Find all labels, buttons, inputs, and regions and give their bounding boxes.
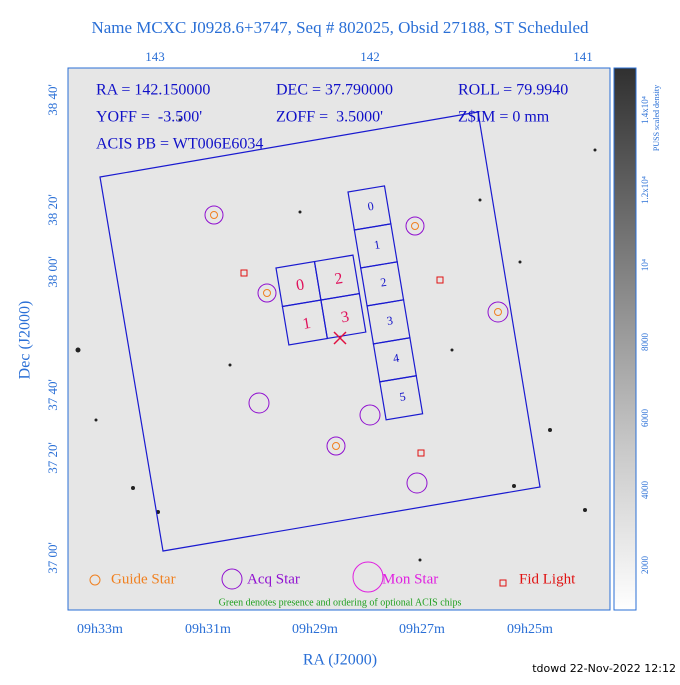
legend-fid: Fid Light	[519, 571, 576, 587]
legend-fid-icon	[499, 579, 507, 587]
chip-label: 2	[379, 275, 387, 290]
chip-label: 0	[367, 199, 375, 214]
tick-label: 09h25m	[507, 622, 553, 637]
bottom-axis: 09h33m 09h31m 09h29m 09h27m 09h25m	[77, 622, 553, 637]
colorbar-tick: 4000	[640, 481, 650, 500]
timestamp: tdowd 22-Nov-2022 12:12	[532, 662, 676, 675]
guide-stars	[204, 205, 509, 494]
tick-label: 142	[360, 49, 380, 64]
tick-label: 37 40'	[45, 379, 60, 411]
colorbar-label: PUSS scaled density	[652, 85, 661, 151]
fid-lights	[240, 269, 444, 457]
tick-label: 37 00'	[45, 542, 60, 574]
legend-mon-icon	[352, 561, 384, 593]
pointing-roll: ROLL = 79.9940	[458, 82, 568, 99]
pointing-zoff: ZOFF = 3.5000'	[276, 109, 383, 126]
chip-label: 3	[386, 313, 394, 328]
legend-guide: Guide Star	[111, 571, 176, 587]
left-axis: 38 40' 38 20' 38 00' 37 40' 37 20' 37 00…	[45, 84, 60, 574]
chip	[379, 375, 424, 421]
chip-label: 3	[340, 308, 351, 326]
chip	[320, 292, 367, 340]
chip-label: 0	[295, 276, 306, 294]
legend-acq: Acq Star	[247, 571, 300, 587]
pointing-dec: DEC = 37.790000	[276, 82, 393, 99]
tick-label: 38 00'	[45, 256, 60, 288]
chip-label: 1	[373, 237, 381, 252]
acis-s-array: 0 1 2 3 4 5	[347, 185, 424, 421]
pointing-pblock: ACIS PB = WT006E6034	[96, 136, 263, 153]
background-stars	[75, 118, 597, 562]
colorbar-axis: 2000 4000 6000 8000 10⁴ 1.2x10⁴ 1.4x10⁴ …	[640, 85, 661, 574]
legend-acq-icon	[221, 568, 243, 590]
chip-label: 1	[301, 315, 312, 333]
colorbar-tick: 6000	[640, 409, 650, 428]
pointing-ra: RA = 142.150000	[96, 82, 210, 99]
colorbar-tick: 1.2x10⁴	[640, 176, 650, 204]
aimpoint	[333, 331, 347, 345]
note: Green denotes presence and ordering of o…	[219, 597, 462, 608]
y-axis-label: Dec (J2000)	[17, 301, 34, 380]
tick-label: 38 20'	[45, 194, 60, 226]
pointing-zsim: Z$IM = 0 mm	[458, 109, 550, 126]
pointing-yoff: YOFF = -3.500'	[96, 109, 202, 126]
chip-label: 4	[392, 351, 400, 366]
x-axis-label: RA (J2000)	[303, 652, 377, 669]
tick-label: 09h27m	[399, 622, 445, 637]
legend-guide-icon	[89, 574, 101, 586]
tick-label: 141	[573, 49, 593, 64]
tick-label: 09h31m	[185, 622, 231, 637]
field-outline	[99, 111, 541, 552]
colorbar-tick: 10⁴	[640, 259, 650, 271]
tick-label: 09h33m	[77, 622, 123, 637]
top-axis: 143 142 141	[145, 49, 593, 64]
tick-label: 143	[145, 49, 165, 64]
colorbar-tick: 1.4x10⁴	[640, 96, 650, 124]
tick-label: 38 40'	[45, 84, 60, 116]
colorbar	[613, 67, 637, 611]
colorbar-tick: 2000	[640, 556, 650, 575]
tick-label: 37 20'	[45, 442, 60, 474]
colorbar-tick: 8000	[640, 333, 650, 352]
legend: Guide Star Acq Star Mon Star Fid Light G…	[89, 561, 576, 608]
chip-label: 2	[333, 270, 344, 288]
tick-label: 09h29m	[292, 622, 338, 637]
chip-label: 5	[398, 389, 406, 404]
acis-i-array: 0 2 1 3	[275, 254, 367, 346]
legend-mon: Mon Star	[382, 571, 438, 587]
title: Name MCXC J0928.6+3747, Seq # 802025, Ob…	[91, 18, 589, 37]
